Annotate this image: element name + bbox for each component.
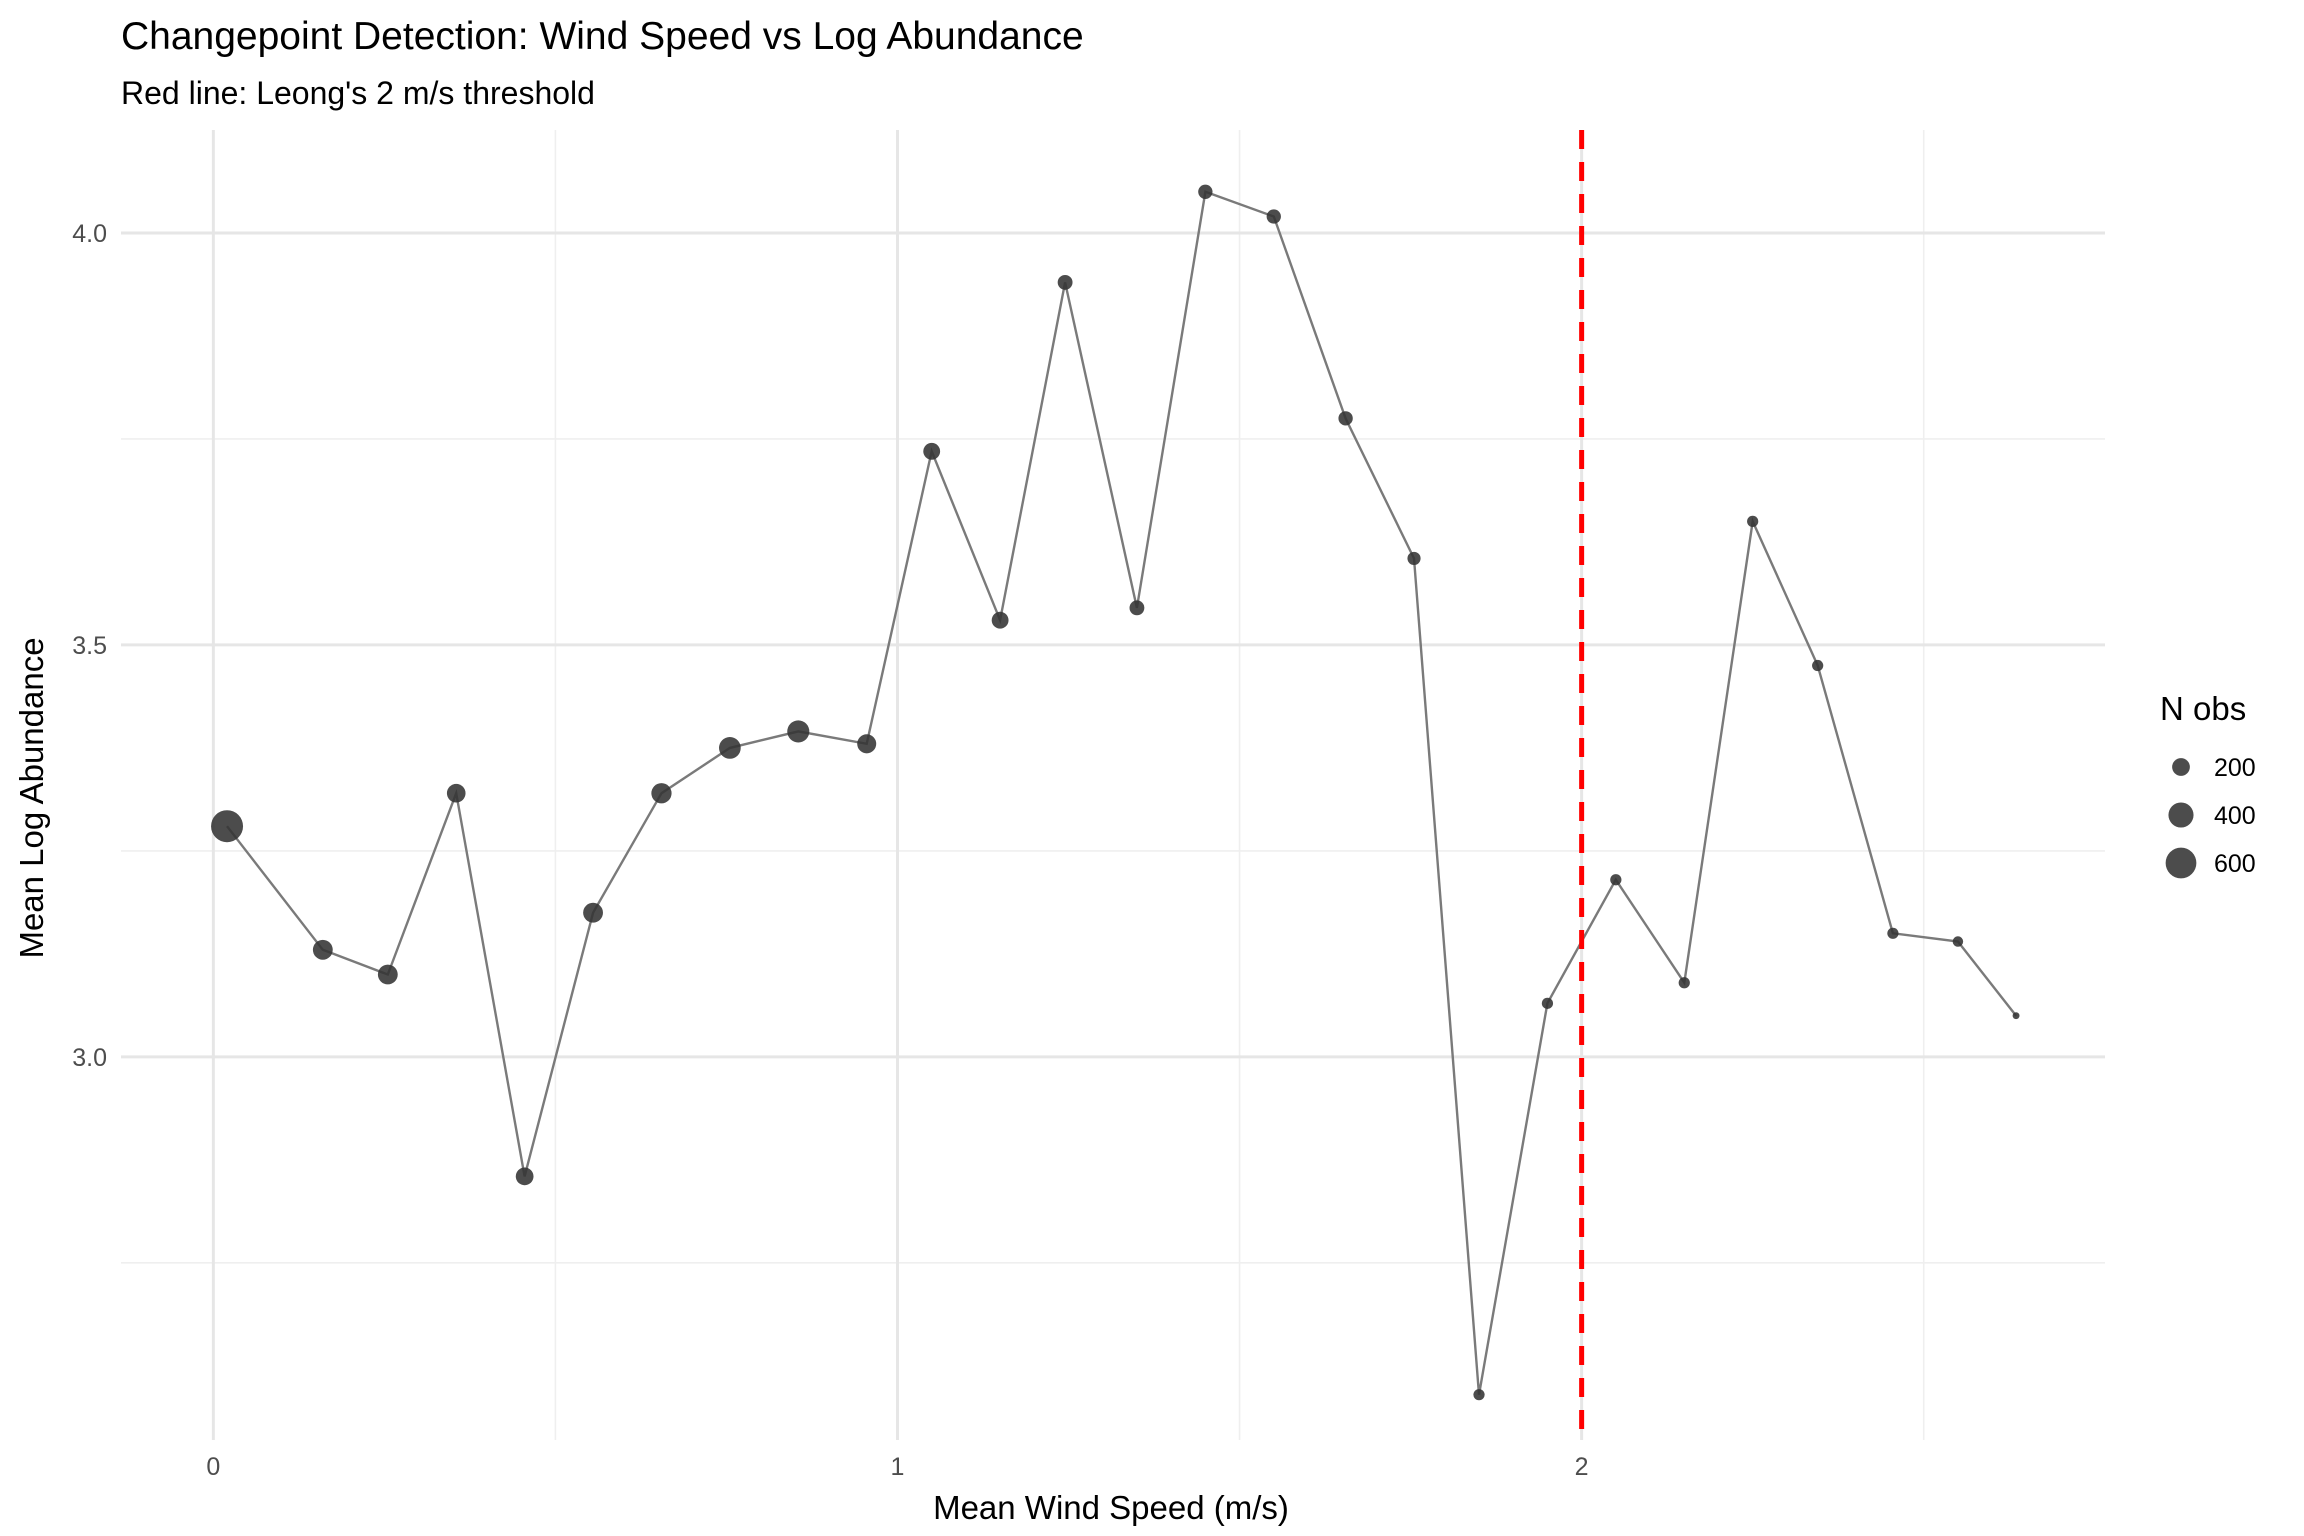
data-point [719, 737, 741, 759]
data-point [446, 783, 466, 803]
data-point [1338, 411, 1353, 426]
data-point [787, 720, 810, 743]
legend: N obs 200 400 600 [2160, 690, 2256, 879]
data-point [211, 810, 244, 843]
data-point [1129, 600, 1145, 616]
x-tick-labels: 0 1 2 [206, 1453, 1588, 1481]
y-tick-label: 3.5 [72, 632, 107, 660]
data-point [1812, 659, 1824, 672]
data-point [1541, 997, 1554, 1009]
x-tick-label: 2 [1575, 1453, 1589, 1481]
y-tick-labels: 3.0 3.5 4.0 [72, 220, 107, 1072]
data-point [1057, 274, 1073, 290]
legend-title: N obs [2160, 690, 2246, 727]
y-tick-label: 3.0 [72, 1044, 107, 1072]
data-point [1952, 936, 1964, 947]
data-point [857, 734, 877, 754]
series-points-layer [211, 184, 2020, 1401]
legend-symbol [2172, 758, 2190, 776]
series-line-layer [226, 190, 2018, 1395]
series-line [226, 190, 2018, 1395]
data-point [1747, 515, 1759, 527]
legend-label: 200 [2214, 754, 2256, 782]
data-point [991, 611, 1009, 629]
data-point [1610, 874, 1622, 886]
data-point [1266, 209, 1281, 224]
data-point [1407, 551, 1421, 566]
data-point [1473, 1389, 1485, 1401]
data-point [651, 783, 672, 804]
x-tick-label: 1 [891, 1453, 905, 1481]
legend-entries: 200 400 600 [2165, 754, 2256, 879]
chart-subtitle: Red line: Leong's 2 m/s threshold [121, 75, 595, 111]
data-point [515, 1167, 534, 1186]
x-tick-label: 0 [206, 1453, 220, 1481]
legend-label: 400 [2214, 802, 2256, 830]
legend-symbol [2165, 847, 2197, 879]
y-axis-title: Mean Log Abundance [13, 637, 50, 958]
minor-gridlines [121, 130, 2105, 1440]
x-axis-title: Mean Wind Speed (m/s) [933, 1489, 1289, 1526]
data-point [583, 902, 603, 923]
major-gridlines [121, 130, 2105, 1440]
data-point [1887, 927, 1899, 939]
data-point [1678, 977, 1690, 989]
chart-title: Changepoint Detection: Wind Speed vs Log… [121, 15, 1084, 58]
data-point [377, 964, 398, 985]
data-point [312, 939, 333, 960]
data-point [923, 442, 941, 460]
data-point [2012, 1012, 2020, 1020]
y-tick-label: 4.0 [72, 220, 107, 248]
legend-label: 600 [2214, 850, 2256, 878]
legend-symbol [2168, 802, 2194, 828]
data-point [1198, 184, 1213, 199]
